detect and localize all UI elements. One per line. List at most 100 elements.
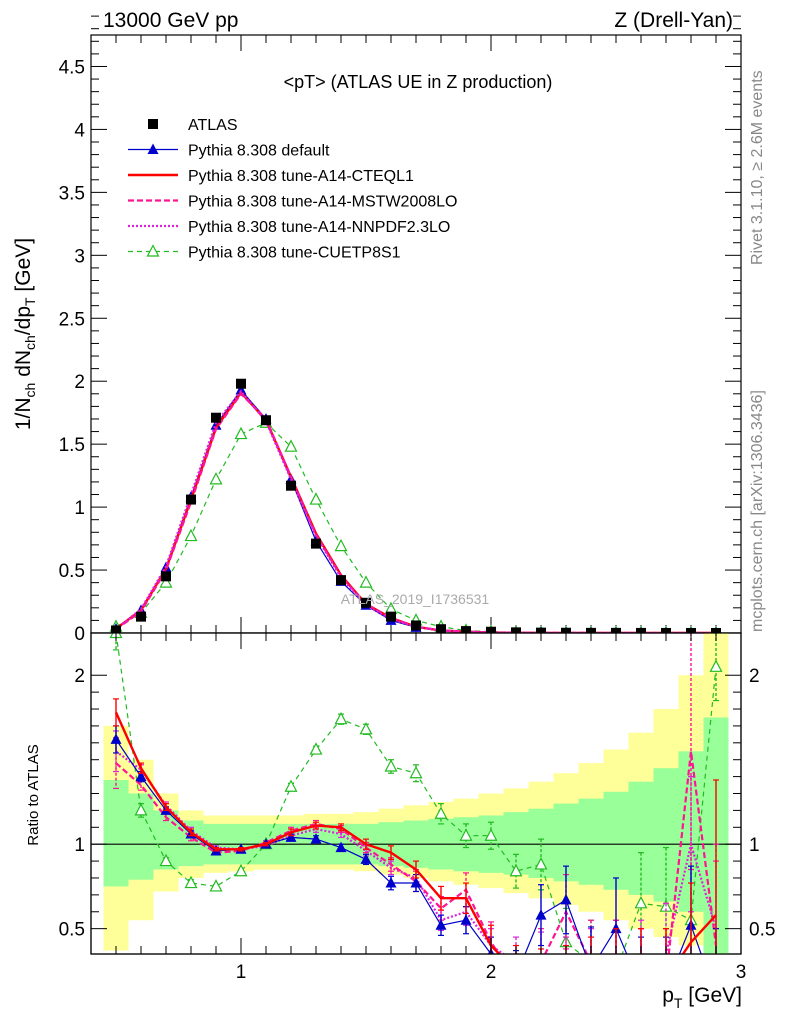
ratio-point-cuetp8s1 bbox=[284, 779, 298, 792]
main-ytick-label: 2.5 bbox=[59, 309, 85, 330]
main-point-cuetp8s1 bbox=[309, 492, 323, 505]
main-point-data bbox=[411, 620, 421, 631]
ratio-point-default bbox=[586, 963, 597, 974]
ratio-point-cuetp8s1 bbox=[334, 711, 348, 725]
main-ytick-label: 4 bbox=[74, 120, 85, 141]
main-point-data bbox=[136, 611, 146, 622]
ratio-point-default bbox=[610, 922, 622, 934]
ratio-point-cuetp8s1 bbox=[634, 896, 648, 909]
main-point-default bbox=[235, 384, 247, 395]
ratio-point-cuetp8s1 bbox=[586, 956, 597, 967]
main-point-data bbox=[336, 575, 346, 586]
main-ytick-label: 0.5 bbox=[59, 561, 85, 582]
ratio-point-default bbox=[285, 831, 297, 842]
ratio-point-default bbox=[560, 893, 572, 905]
ratio-point-cuetp8s1 bbox=[709, 659, 723, 672]
legend-label: Pythia 8.308 tune-CUETP8S1 bbox=[188, 245, 401, 262]
main-point-cuetp8s1 bbox=[234, 426, 248, 440]
legend-entry-mstw: Pythia 8.308 tune-A14-MSTW2008LO bbox=[128, 194, 457, 211]
main-ylabel: 1/Nch dNch/dpT [GeV] bbox=[12, 238, 38, 430]
ratio-series-cteql1 bbox=[113, 698, 719, 954]
ratio-band-inner bbox=[603, 791, 629, 890]
main-point-cuetp8s1 bbox=[334, 538, 348, 552]
ratio-ytick-label: 1 bbox=[74, 835, 85, 856]
legend-marker bbox=[147, 143, 159, 154]
ratio-point-default bbox=[410, 877, 422, 888]
main-point-data bbox=[236, 378, 246, 389]
main-point-data bbox=[461, 626, 471, 637]
ratio-point-cuetp8s1 bbox=[434, 806, 448, 819]
ratio-point-default bbox=[535, 909, 547, 920]
ratio-band-inner bbox=[628, 781, 654, 895]
ratio-point-cuetp8s1 bbox=[459, 828, 473, 841]
legend-entry-default: Pythia 8.308 default bbox=[128, 143, 330, 160]
legend-label: Pythia 8.308 default bbox=[188, 143, 330, 160]
ratio-point-cuetp8s1 bbox=[611, 965, 622, 976]
legend: ATLAS Pythia 8.308 default Pythia 8.308 tu… bbox=[128, 117, 457, 262]
ratio-band-inner bbox=[653, 768, 679, 902]
legend-entry-data: ATLAS bbox=[148, 117, 238, 134]
ratio-band-inner bbox=[578, 798, 604, 885]
ratio-point-cuetp8s1 bbox=[309, 742, 323, 755]
main-point-data bbox=[511, 627, 521, 638]
xtick-label: 2 bbox=[486, 962, 497, 983]
ratio-point-cuetp8s1 bbox=[234, 863, 248, 877]
mcplots-label: mcplots.cern.ch [arXiv:1306.3436] bbox=[749, 390, 766, 632]
ratio-point-default bbox=[460, 914, 472, 925]
ratio-point-default bbox=[636, 982, 647, 993]
header-left: 13000 GeV pp bbox=[103, 9, 238, 32]
legend-label: Pythia 8.308 tune-A14-NNPDF2.3LO bbox=[188, 219, 450, 236]
xtick-label: 3 bbox=[736, 962, 747, 983]
legend-marker bbox=[148, 119, 158, 129]
ratio-point-cuetp8s1 bbox=[184, 875, 198, 889]
main-series-nnpdf bbox=[115, 389, 716, 635]
main-frame bbox=[90, 34, 742, 634]
main-ytick-label: 3 bbox=[74, 246, 85, 267]
main-point-data bbox=[361, 597, 371, 608]
legend-label: Pythia 8.308 tune-A14-MSTW2008LO bbox=[188, 194, 457, 211]
main-ytick-label: 4.5 bbox=[59, 57, 85, 78]
main-point-data bbox=[436, 624, 446, 635]
xtick-label: 1 bbox=[236, 962, 247, 983]
ratio-point-default bbox=[511, 970, 522, 981]
ratio-axis-ticks: 0.5 0.5 1 1 2 2 1 2 3 bbox=[59, 633, 775, 983]
legend-entry-nnpdf: Pythia 8.308 tune-A14-NNPDF2.3LO bbox=[128, 219, 450, 236]
ratio-point-default bbox=[385, 877, 397, 888]
main-point-cuetp8s1 bbox=[159, 575, 173, 588]
main-point-data bbox=[111, 625, 121, 636]
ratio-panel: 0.5 0.5 1 1 2 2 1 2 3 bbox=[59, 632, 775, 993]
ratio-band-inner bbox=[103, 780, 129, 887]
main-point-cuetp8s1 bbox=[209, 472, 223, 485]
legend-entry-cteql1: Pythia 8.308 tune-A14-CTEQL1 bbox=[128, 168, 414, 185]
ratio-point-default bbox=[135, 770, 147, 782]
main-point-data bbox=[161, 571, 171, 582]
ratio-point-default bbox=[335, 841, 347, 853]
ratio-point-cuetp8s1 bbox=[134, 803, 148, 816]
header-right: Z (Drell-Yan) bbox=[614, 9, 733, 32]
main-point-data bbox=[211, 412, 221, 423]
ratio-ylabel: Ratio to ATLAS bbox=[25, 744, 42, 845]
main-point-data bbox=[486, 626, 496, 637]
ratio-point-default bbox=[435, 919, 447, 930]
main-panel: 0 0.5 1 1.5 2 2.5 3 3.5 4 4.5 ATLAS_2019_I1736531… bbox=[59, 15, 742, 645]
ratio-ytick-label-right: 1 bbox=[749, 835, 760, 856]
main-point-data bbox=[386, 611, 396, 622]
ratio-point-default bbox=[110, 733, 122, 744]
main-ytick-label: 2 bbox=[74, 372, 85, 393]
legend-marker bbox=[146, 244, 160, 257]
main-point-data bbox=[261, 415, 271, 426]
main-point-data bbox=[286, 480, 296, 491]
ratio-point-cuetp8s1 bbox=[384, 759, 398, 772]
legend-entry-cuetp8s1: Pythia 8.308 tune-CUETP8S1 bbox=[128, 244, 401, 262]
ratio-ytick-label-right: 2 bbox=[749, 666, 760, 687]
ratio-point-default bbox=[360, 853, 372, 864]
ratio-point-cuetp8s1 bbox=[159, 853, 173, 867]
ratio-frame-overlay bbox=[90, 632, 742, 955]
legend-label: ATLAS bbox=[188, 117, 238, 134]
main-point-cuetp8s1 bbox=[284, 439, 298, 452]
main-point-cuetp8s1 bbox=[359, 575, 373, 588]
main-point-data bbox=[186, 494, 196, 505]
rivet-label: Rivet 3.1.10, ≥ 2.6M events bbox=[749, 70, 766, 265]
main-line-nnpdf bbox=[115, 389, 716, 635]
